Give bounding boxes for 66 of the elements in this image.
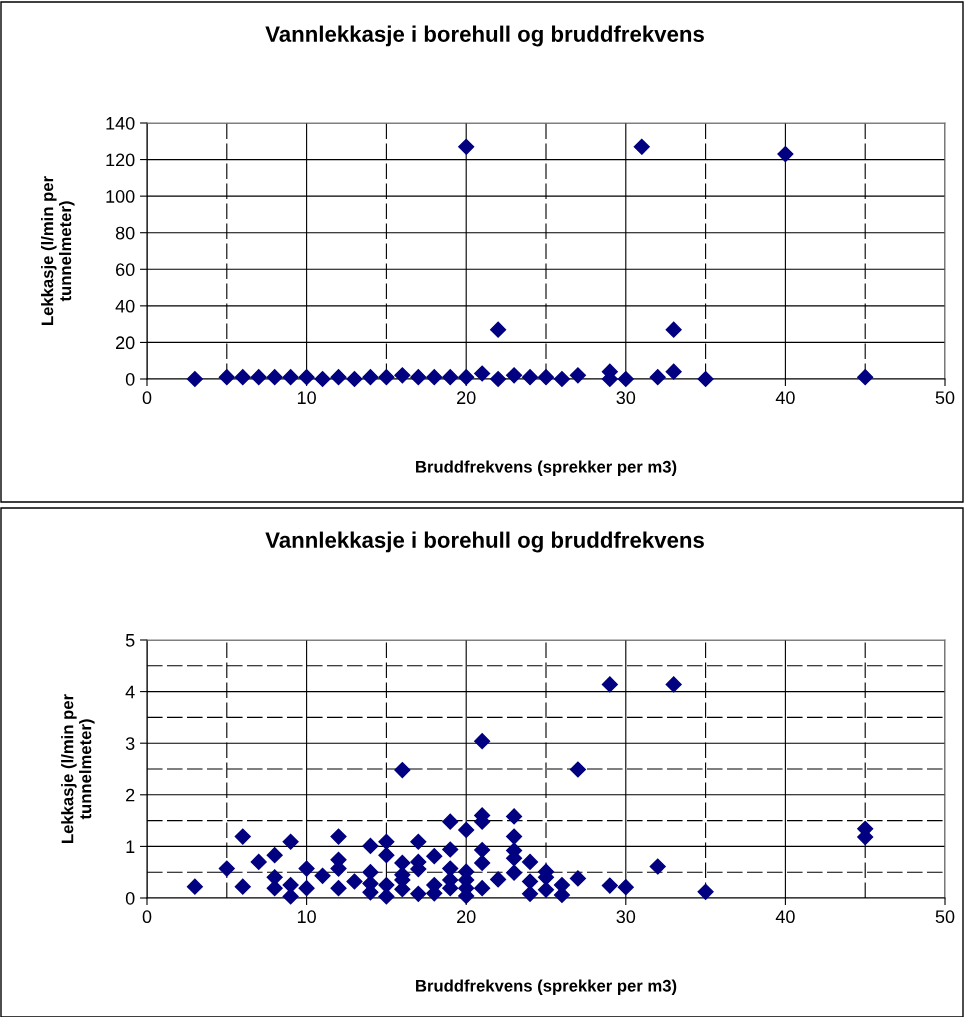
point: [617, 370, 634, 388]
x-axis-title: Bruddfrekvens (sprekker per m3): [416, 979, 677, 995]
x-tick-label: 40: [775, 391, 795, 405]
point: [218, 369, 235, 386]
point: [250, 369, 267, 386]
point: [362, 369, 379, 386]
x-tick-label: 10: [297, 910, 316, 924]
point: [378, 369, 395, 386]
chart-title: Vannlekkasje i borehull og bruddfrekvens: [265, 531, 704, 553]
x-tick-label: 50: [935, 391, 955, 405]
point: [633, 138, 650, 155]
x-tick-label: 30: [616, 391, 636, 405]
y-tick-label: 140: [106, 116, 135, 130]
y-tick-label: 100: [106, 190, 135, 203]
point: [857, 369, 874, 386]
point: [442, 369, 459, 386]
chart-title: Vannlekkasje i borehull og bruddfrekvens: [265, 25, 704, 47]
point: [521, 369, 539, 386]
y-tick-label: 1: [126, 840, 135, 853]
y-tick-label: 4: [125, 685, 135, 699]
y-tick-label: 20: [116, 336, 135, 350]
x-axis-title: Bruddfrekvens (sprekker per m3): [416, 460, 677, 476]
x-tick-label: 50: [935, 910, 955, 924]
point: [234, 369, 251, 386]
y-axis-title: Lekkasje (l/min per tunnelmeter): [61, 694, 95, 843]
y-tick-label: 0: [125, 372, 135, 386]
x-tick-label: 0: [142, 910, 152, 924]
x-tick-label: 10: [297, 391, 316, 405]
point: [490, 321, 507, 338]
x-tick-label: 30: [616, 910, 636, 924]
x-tick-label: 40: [775, 910, 795, 924]
point: [649, 369, 666, 386]
point: [537, 369, 555, 386]
y-tick-label: 5: [125, 634, 135, 647]
point: [777, 146, 794, 163]
point: [266, 369, 283, 386]
y-tick-label: 40: [115, 299, 135, 313]
point: [490, 370, 507, 388]
y-tick-label: 80: [115, 226, 135, 240]
point: [314, 370, 331, 388]
point: [298, 369, 315, 386]
point: [330, 369, 347, 386]
point: [282, 369, 299, 386]
point: [394, 367, 411, 384]
point: [186, 370, 203, 388]
point: [697, 370, 714, 388]
point: [665, 363, 682, 380]
point: [474, 365, 491, 382]
y-tick-label: 120: [106, 153, 135, 167]
y-tick-label: 0: [125, 891, 135, 905]
point: [458, 138, 475, 155]
point: [553, 370, 571, 388]
point: [426, 369, 443, 386]
x-tick-label: 0: [142, 391, 152, 405]
y-tick-label: 3: [125, 737, 135, 750]
y-tick-label: 60: [116, 263, 135, 277]
point: [665, 321, 682, 338]
point: [410, 369, 427, 386]
y-tick-label: 2: [126, 788, 135, 802]
point: [458, 369, 475, 386]
y-axis-title: Lekkasje (l/min per tunnelmeter): [41, 176, 75, 325]
x-tick-label: 20: [457, 391, 476, 405]
point: [506, 367, 523, 384]
x-tick-label: 20: [457, 910, 476, 924]
point: [569, 367, 586, 384]
point: [346, 370, 363, 388]
